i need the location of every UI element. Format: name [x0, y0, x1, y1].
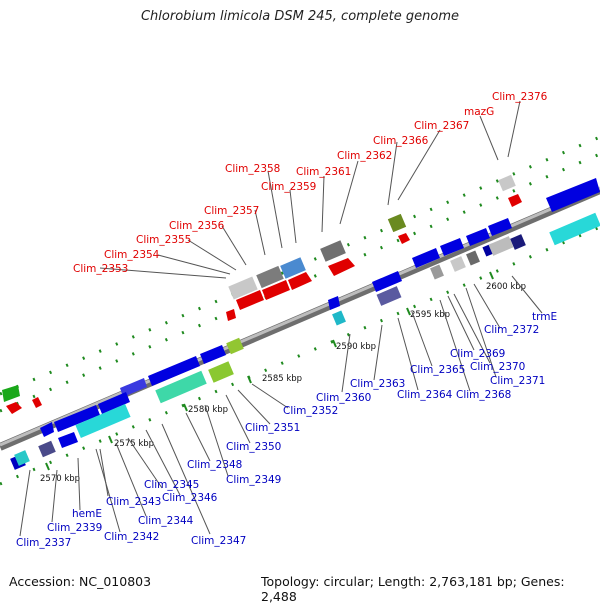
gene-label[interactable]: Clim_2348: [187, 459, 242, 471]
gene-label[interactable]: Clim_2361: [296, 166, 351, 178]
gene-box[interactable]: [498, 174, 516, 192]
guide-dots: [0, 135, 600, 486]
gene-label[interactable]: Clim_2376: [492, 91, 548, 103]
gene-label[interactable]: Clim_2362: [337, 150, 392, 162]
gene-arrow[interactable]: [328, 258, 355, 276]
scale-label: 2575 kbp: [114, 439, 154, 449]
gene-box[interactable]: [280, 257, 306, 279]
gene-label[interactable]: Clim_2369: [450, 348, 505, 360]
gene-label[interactable]: Clim_2366: [373, 135, 429, 147]
gene-label[interactable]: Clim_2354: [104, 249, 160, 261]
gene-box[interactable]: [430, 264, 444, 280]
gene-arrow[interactable]: [98, 392, 130, 414]
gene-label[interactable]: Clim_2358: [225, 163, 280, 175]
gene-arrow[interactable]: [120, 378, 147, 397]
scale-label: 2595 kbp: [410, 310, 450, 320]
gene-arrow[interactable]: [40, 422, 54, 437]
gene-label[interactable]: Clim_2342: [104, 531, 159, 543]
gene-label[interactable]: Clim_2364: [397, 389, 453, 401]
gene-arrow[interactable]: [200, 345, 226, 364]
scale-label: 2570 kbp: [40, 474, 80, 484]
gene-arrow[interactable]: [54, 405, 100, 432]
reverse-genes: [10, 212, 600, 470]
gene-box[interactable]: [155, 370, 207, 404]
gene-box[interactable]: [510, 234, 526, 250]
gene-label[interactable]: Clim_2339: [47, 522, 102, 534]
scale-ticks: [45, 271, 494, 471]
gene-label[interactable]: Clim_2344: [138, 515, 194, 527]
gene-label[interactable]: Clim_2347: [191, 535, 246, 547]
gene-arrow[interactable]: [440, 238, 464, 256]
forward-genes: [2, 174, 600, 414]
gene-label[interactable]: Clim_2357: [204, 205, 259, 217]
gene-arrow[interactable]: [226, 309, 236, 321]
gene-arrow[interactable]: [508, 194, 522, 207]
gene-arrow[interactable]: [412, 248, 440, 268]
gene-label[interactable]: hemE: [72, 508, 102, 520]
gene-arrow[interactable]: [288, 272, 312, 290]
gene-box[interactable]: [466, 250, 480, 266]
gene-arrow[interactable]: [2, 385, 20, 402]
scale-label: 2585 kbp: [262, 374, 302, 384]
gene-arrow[interactable]: [546, 178, 600, 212]
gene-label[interactable]: Clim_2352: [283, 405, 338, 417]
gene-box[interactable]: [38, 440, 56, 458]
gene-label[interactable]: Clim_2367: [414, 120, 469, 132]
gene-arrow[interactable]: [6, 402, 22, 414]
gene-label[interactable]: Clim_2371: [490, 375, 545, 387]
gene-box[interactable]: [450, 256, 466, 272]
gene-label[interactable]: Clim_2359: [261, 181, 316, 193]
scale-labels: 2570 kbp 2575 kbp 2580 kbp 2585 kbp 2590…: [40, 282, 526, 484]
gene-label[interactable]: Clim_2346: [162, 492, 218, 504]
gene-arrow[interactable]: [58, 432, 78, 448]
gene-label[interactable]: Clim_2353: [73, 263, 128, 275]
gene-label[interactable]: Clim_2345: [144, 479, 199, 491]
scale-label: 2580 kbp: [188, 405, 228, 415]
gene-label[interactable]: Clim_2370: [470, 361, 525, 373]
gene-label[interactable]: Clim_2356: [169, 220, 225, 232]
scale-label: 2600 kbp: [486, 282, 526, 292]
gene-arrow[interactable]: [398, 233, 410, 244]
gene-label[interactable]: Clim_2372: [484, 324, 539, 336]
gene-label[interactable]: Clim_2365: [410, 364, 465, 376]
gene-box[interactable]: [226, 337, 244, 355]
gene-box[interactable]: [228, 276, 258, 300]
page-title: Chlorobium limicola DSM 245, complete ge…: [140, 9, 460, 24]
gene-label[interactable]: Clim_2337: [16, 537, 71, 549]
label-leaders: [19, 100, 543, 537]
gene-box[interactable]: [488, 236, 514, 256]
accession-label: Accession: NC_010803: [9, 574, 152, 589]
gene-arrow[interactable]: [262, 280, 290, 300]
gene-arrow[interactable]: [32, 397, 42, 408]
gene-arrow[interactable]: [148, 356, 200, 386]
reverse-gene-labels: Clim_2337 Clim_2339 hemE Clim_2342 Clim_…: [16, 311, 557, 549]
gene-label[interactable]: Clim_2360: [316, 392, 371, 404]
gene-box[interactable]: [75, 404, 131, 438]
gene-arrow[interactable]: [372, 271, 402, 292]
gene-label[interactable]: Clim_2363: [350, 378, 405, 390]
gene-box[interactable]: [320, 240, 346, 262]
gene-box[interactable]: [256, 265, 284, 289]
gene-arrow[interactable]: [466, 228, 490, 246]
gene-label[interactable]: Clim_2350: [226, 441, 281, 453]
gene-label[interactable]: Clim_2349: [226, 474, 281, 486]
gene-label[interactable]: Clim_2351: [245, 422, 300, 434]
gene-label[interactable]: mazG: [464, 106, 494, 118]
gene-label[interactable]: Clim_2368: [456, 389, 511, 401]
gene-label[interactable]: trmE: [532, 311, 557, 323]
gene-arrow[interactable]: [488, 218, 512, 236]
scale-label: 2590 kbp: [336, 342, 376, 352]
gene-box[interactable]: [387, 213, 407, 233]
gene-box[interactable]: [208, 361, 234, 383]
gene-label[interactable]: Clim_2343: [106, 496, 161, 508]
gene-arrow[interactable]: [328, 296, 340, 310]
forward-gene-labels: Clim_2353 Clim_2354 Clim_2355 Clim_2356 …: [73, 91, 548, 275]
gene-arrow[interactable]: [236, 290, 264, 310]
gene-box[interactable]: [549, 212, 600, 246]
gene-box[interactable]: [376, 286, 402, 306]
gene-box[interactable]: [332, 310, 346, 326]
gene-box[interactable]: [14, 450, 30, 466]
gene-label[interactable]: Clim_2355: [136, 234, 191, 246]
